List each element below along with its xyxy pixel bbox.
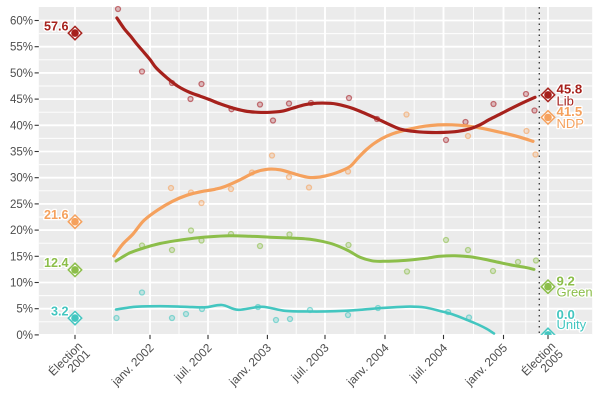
svg-text:45%: 45% <box>10 94 33 106</box>
svg-text:50%: 50% <box>10 68 33 80</box>
svg-text:35%: 35% <box>10 147 33 159</box>
svg-text:45.8: 45.8 <box>557 82 583 97</box>
svg-text:0%: 0% <box>16 330 33 342</box>
svg-text:60%: 60% <box>10 16 33 28</box>
svg-text:Green: Green <box>557 284 593 299</box>
svg-text:NDP: NDP <box>557 116 584 131</box>
svg-text:30%: 30% <box>10 173 33 185</box>
svg-text:25%: 25% <box>10 199 33 211</box>
svg-text:12.4: 12.4 <box>44 256 69 270</box>
svg-text:57.6: 57.6 <box>44 19 69 33</box>
svg-text:20%: 20% <box>10 225 33 237</box>
svg-text:9.2: 9.2 <box>557 274 575 289</box>
svg-text:Lib: Lib <box>557 94 574 109</box>
svg-text:55%: 55% <box>10 42 33 54</box>
svg-text:3.2: 3.2 <box>51 304 69 318</box>
svg-text:Unity: Unity <box>557 317 587 332</box>
svg-text:5%: 5% <box>16 304 33 316</box>
svg-text:40%: 40% <box>10 120 33 132</box>
svg-text:21.6: 21.6 <box>44 208 69 222</box>
svg-text:15%: 15% <box>10 251 33 263</box>
svg-text:10%: 10% <box>10 278 33 290</box>
svg-text:0.0: 0.0 <box>557 307 575 322</box>
svg-text:41.5: 41.5 <box>557 104 583 119</box>
